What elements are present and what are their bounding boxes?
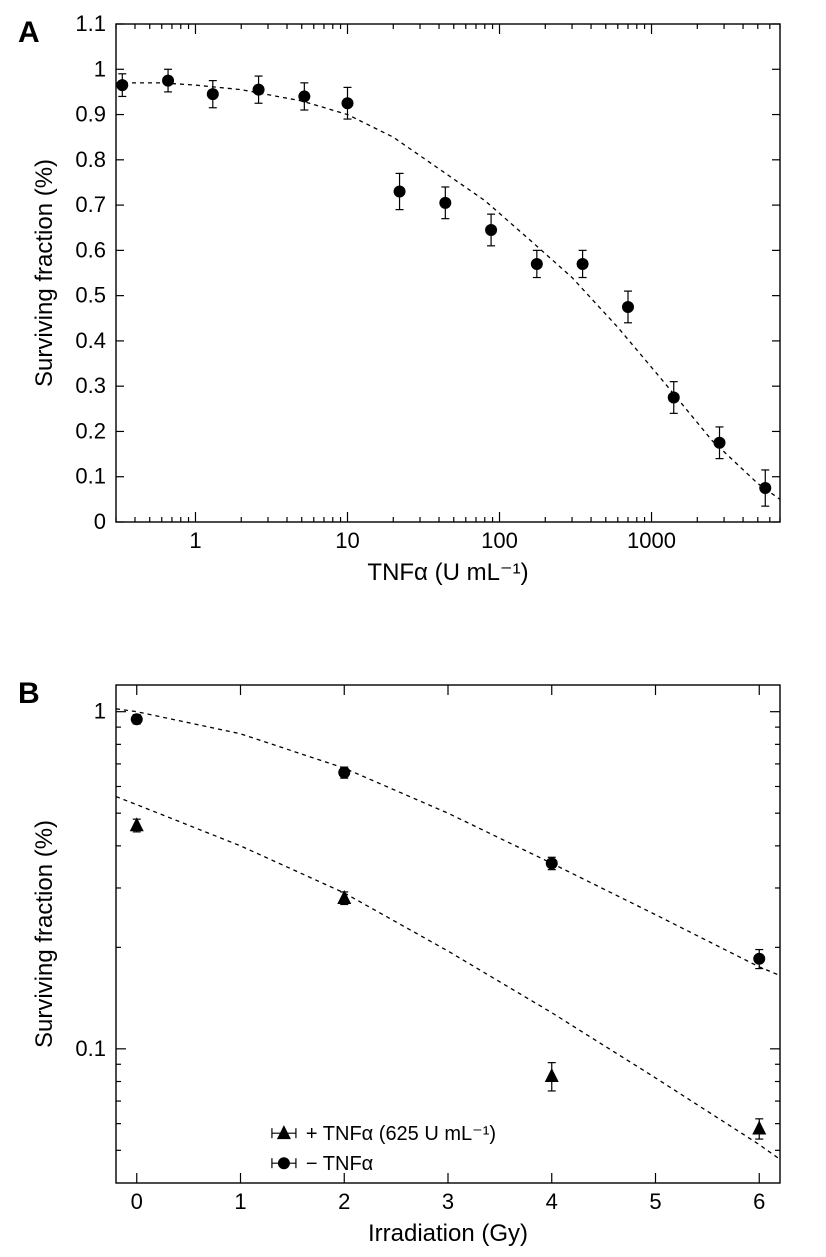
panel-a-xtick: 100 xyxy=(481,528,518,553)
panel-a-ytick: 0.5 xyxy=(75,283,106,308)
panel-b-ylabel: Surviving fraction (%) xyxy=(31,820,58,1048)
panel-a-ytick: 0.7 xyxy=(75,192,106,217)
panel-b-xtick: 6 xyxy=(753,1189,765,1214)
panel-b-points-minus xyxy=(131,713,766,968)
panel-a-points xyxy=(116,69,771,506)
panel-b-ytick: 0.1 xyxy=(75,1036,106,1061)
panel-a-ytick: 0.1 xyxy=(75,464,106,489)
panel-a-fit-curve xyxy=(116,83,780,500)
panel-b-points-plus xyxy=(130,817,767,1139)
panel-a-ytick: 0.2 xyxy=(75,418,106,443)
panel-a-ytick: 1.1 xyxy=(75,11,106,36)
panel-b-xtick: 4 xyxy=(546,1189,558,1214)
panel-b-xtick: 2 xyxy=(338,1189,350,1214)
panel-b-xtick: 5 xyxy=(649,1189,661,1214)
panel-a-ytick: 0.6 xyxy=(75,237,106,262)
panel-a-ytick: 0.3 xyxy=(75,373,106,398)
panel-b-axes xyxy=(116,685,780,1183)
panel-b-xtick: 0 xyxy=(131,1189,143,1214)
panel-a-ytick: 0 xyxy=(94,509,106,534)
panel-a-label: A xyxy=(18,16,40,49)
panel-a-ytick: 0.8 xyxy=(75,147,106,172)
figure: A00.10.20.30.40.50.60.70.80.911.11101001… xyxy=(0,0,826,1257)
panel-b-xtick: 1 xyxy=(234,1189,246,1214)
figure-svg: A00.10.20.30.40.50.60.70.80.911.11101001… xyxy=(0,0,826,1257)
panel-b-legend-label: − TNFα xyxy=(306,1153,373,1175)
panel-b-curve-minus xyxy=(116,709,780,976)
panel-b-xtick: 3 xyxy=(442,1189,454,1214)
panel-b-label: B xyxy=(18,677,40,710)
panel-a-ytick: 0.4 xyxy=(75,328,106,353)
panel-b: B 0 1 2 3 4 5 6 0.1 1 Irradiation (Gy) Surviving fr… xyxy=(18,677,780,1247)
panel-b-curve-plus xyxy=(116,797,780,1160)
panel-a: A 0 0.1 0.2 0.3 0.4 0.5 0.6 0.7 0.8 0.9 1 1.1 1 10 100 1… xyxy=(18,11,780,586)
panel-b-ytick: 1 xyxy=(94,699,106,724)
panel-a-xtick: 1000 xyxy=(627,528,676,553)
panel-a-xlabel: TNFα (U mL⁻¹) xyxy=(367,559,528,586)
panel-b-legend: + TNFα (625 U mL⁻¹) − TNFα xyxy=(272,1123,496,1175)
panel-a-xtick: 1 xyxy=(189,528,201,553)
panel-a-xtick: 10 xyxy=(335,528,359,553)
panel-b-xlabel: Irradiation (Gy) xyxy=(368,1220,528,1247)
panel-b-legend-label: + TNFα (625 U mL⁻¹) xyxy=(306,1123,496,1145)
panel-a-ylabel: Surviving fraction (%) xyxy=(31,159,58,387)
panel-a-ytick: 0.9 xyxy=(75,102,106,127)
panel-a-ytick: 1 xyxy=(94,56,106,81)
